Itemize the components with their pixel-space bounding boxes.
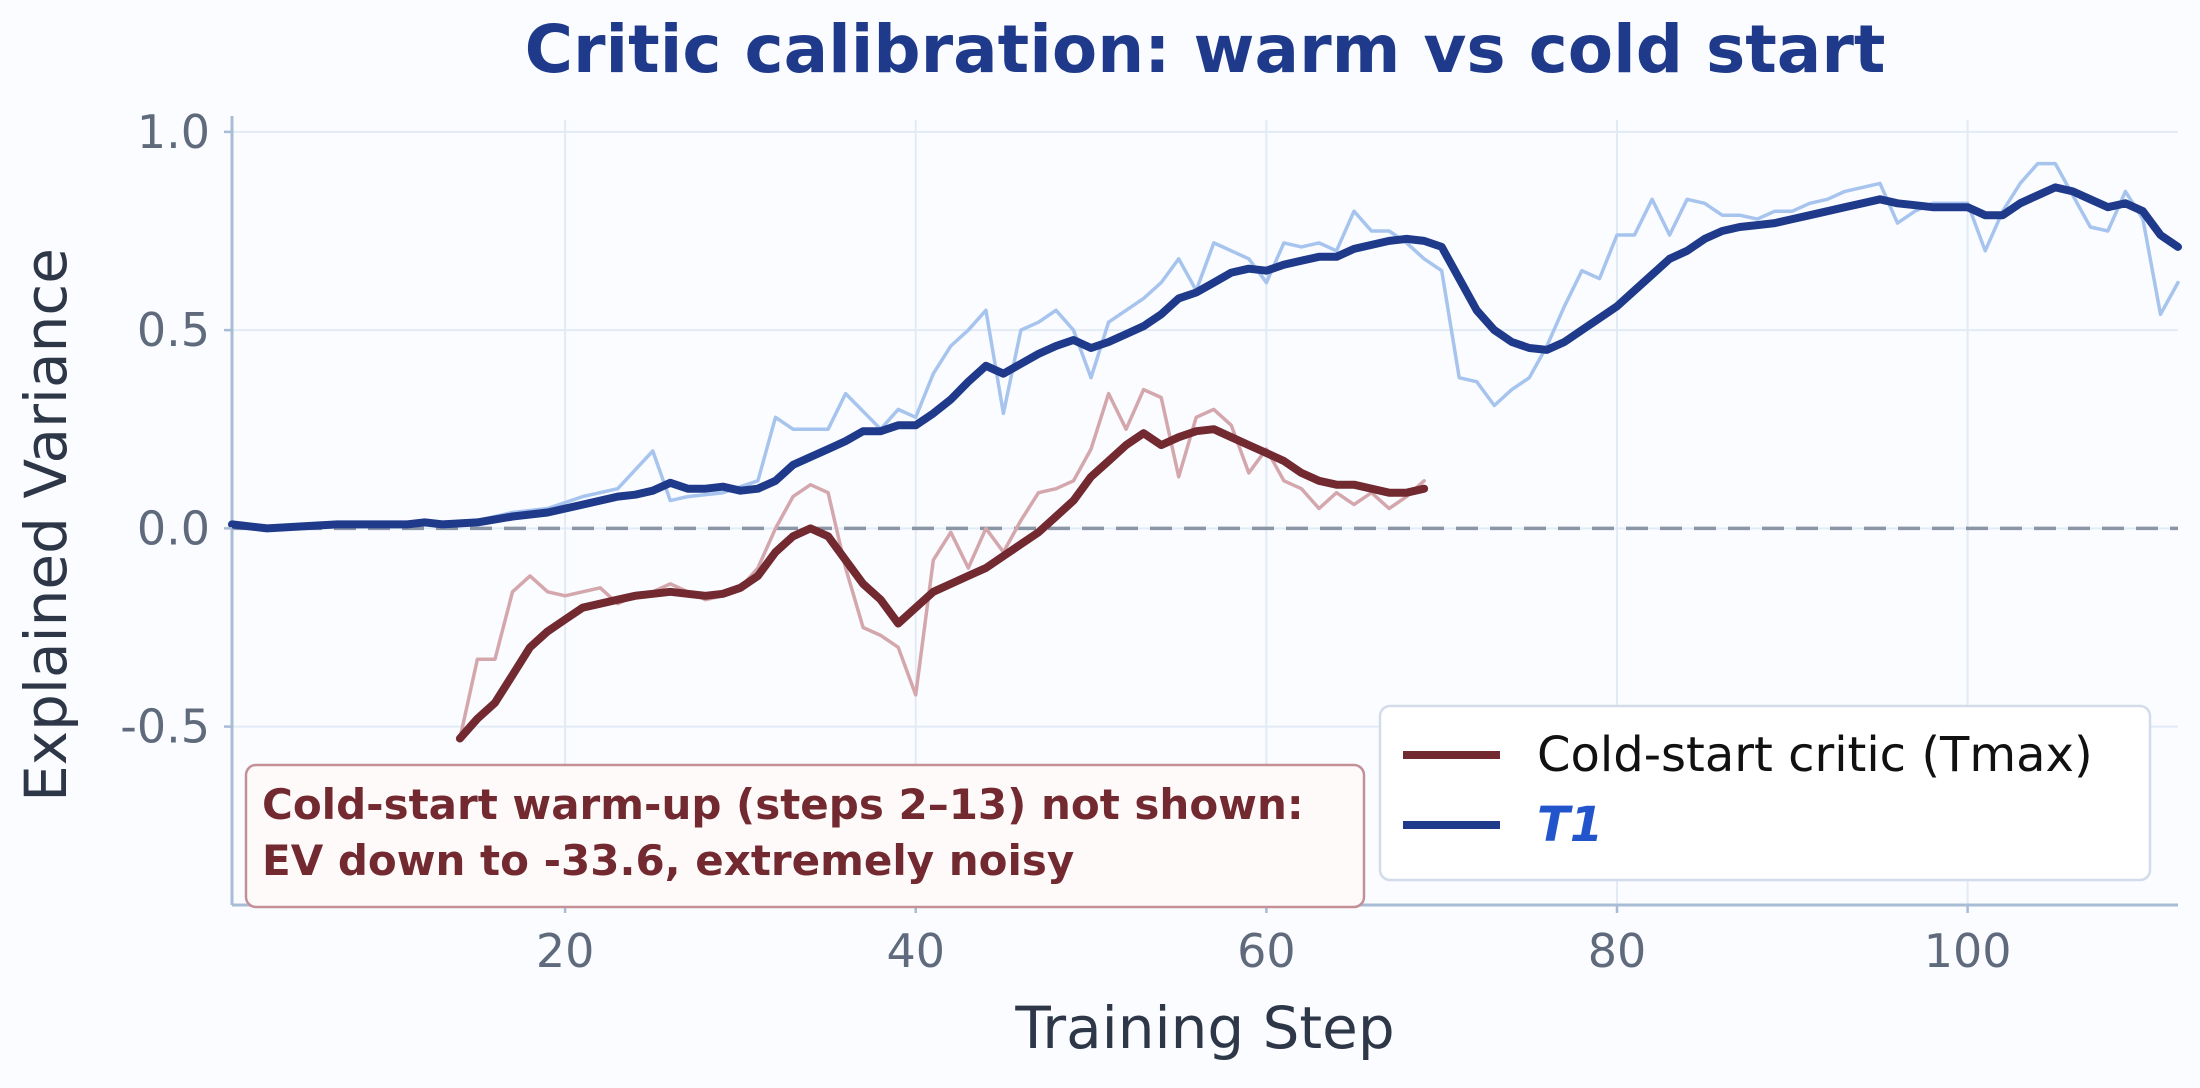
chart-title: Critic calibration: warm vs cold start [525,11,1886,88]
annotation-box: Cold-start warm-up (steps 2–13) not show… [244,763,1366,909]
x-tick-label-1: 40 [886,924,945,978]
y-tick-label-1: 0.0 [137,501,210,555]
annotation-border [244,763,1366,909]
legend-label-cold-start: Cold-start critic (Tmax) [1537,727,2093,783]
y-tick-label-2: 0.5 [137,303,210,357]
series-t1-smoothed-line [228,183,2182,533]
annotation-line-1: Cold-start warm-up (steps 2–13) not show… [262,780,1304,829]
series-t1-raw-line [230,161,2180,531]
y-tick-label-0: -0.5 [120,700,210,754]
annotation-line-2: EV down to -33.6, extremely noisy [262,836,1074,885]
x-axis-title: Training Step [1014,994,1394,1062]
legend-label-t1: T1 [1537,797,1603,853]
series-layer [228,161,2182,743]
y-tick-label-3: 1.0 [137,105,210,159]
series-cold-start-critic-tmax-smoothed-line [455,425,1429,743]
x-tick-label-0: 20 [536,924,595,978]
legend-frame [1378,704,2152,882]
legend: Cold-start critic (Tmax) T1 [1378,704,2152,882]
x-tick-label-3: 80 [1588,924,1647,978]
y-axis-title: Explained Variance [12,248,80,802]
tick-labels: 20 40 60 80 100 -0.5 0.0 0.5 1.0 [120,105,2011,978]
x-tick-label-2: 60 [1237,924,1296,978]
x-tick-label-4: 100 [1924,924,2012,978]
